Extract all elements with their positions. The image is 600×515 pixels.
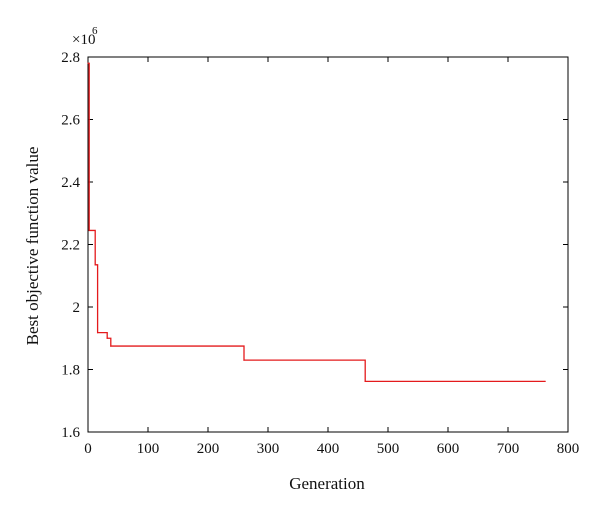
- x-tick-label: 700: [497, 441, 520, 457]
- plot-frame: [87, 56, 569, 433]
- y-tick-label: 1.8: [61, 363, 80, 379]
- y-tick-label: 2.2: [61, 238, 80, 254]
- y-tick-label: 1.6: [61, 425, 80, 441]
- series-line-0: [88, 62, 546, 383]
- x-axis-title: Generation: [289, 474, 365, 493]
- data-point: [364, 380, 366, 382]
- data-point: [110, 345, 112, 347]
- y-axis-title: Best objective function value: [23, 147, 42, 346]
- x-tick-label: 200: [197, 441, 220, 457]
- x-tick-label: 600: [437, 441, 460, 457]
- x-tick-label: 300: [257, 441, 280, 457]
- y-multiplier-base: ×10: [72, 32, 95, 48]
- data-point: [106, 337, 108, 339]
- y-multiplier: ×10 6: [72, 25, 98, 48]
- y-tick-label: 2.4: [61, 175, 80, 191]
- data-point: [87, 62, 89, 64]
- x-tick-label: 100: [137, 441, 160, 457]
- data-point: [88, 229, 90, 232]
- data-point: [97, 332, 99, 334]
- y-multiplier-exponent: 6: [92, 25, 98, 37]
- data-point: [544, 380, 546, 382]
- x-tick-label: 500: [377, 441, 400, 457]
- data-point: [243, 359, 245, 361]
- y-tick-label: 2.6: [61, 113, 80, 129]
- y-tick-label: 2: [73, 300, 81, 316]
- x-tick-label: 400: [317, 441, 340, 457]
- data-point: [94, 264, 96, 266]
- x-tick-label: 0: [84, 441, 92, 457]
- y-tick-label: 2.8: [61, 50, 80, 66]
- x-tick-label: 800: [557, 441, 580, 457]
